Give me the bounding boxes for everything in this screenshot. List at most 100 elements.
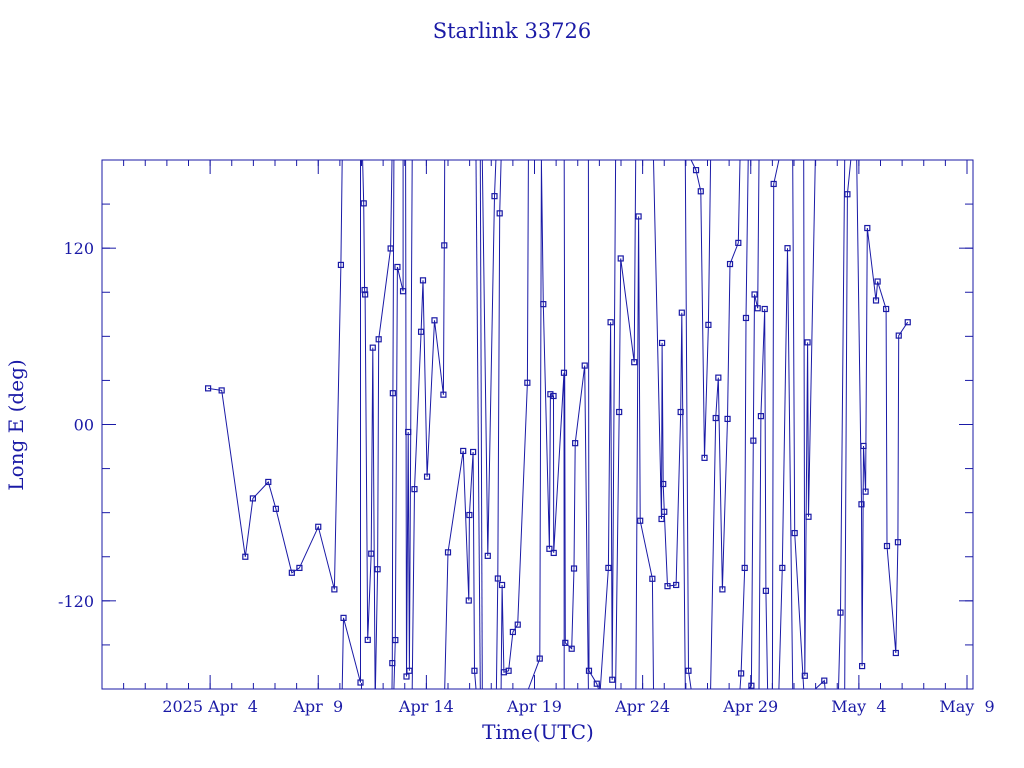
data-point (568, 645, 575, 652)
data-point (661, 508, 668, 515)
data-point (673, 581, 680, 589)
data-point (288, 569, 295, 576)
data-point (440, 391, 447, 398)
data-point (616, 408, 623, 416)
series-line (391, 159, 395, 690)
data-point (547, 391, 554, 398)
data-point (779, 564, 786, 572)
y-tick-label: -120 (58, 592, 94, 611)
data-point (406, 667, 413, 674)
data-point (872, 297, 880, 304)
x-axis-label: Time(UTC) (482, 720, 594, 744)
x-tick-label: May 4 (831, 697, 886, 716)
data-point (784, 245, 791, 252)
data-point (724, 415, 731, 423)
data-point (762, 587, 769, 594)
data-point (593, 680, 600, 687)
data-point (362, 291, 369, 298)
data-point (509, 628, 516, 636)
series-line (563, 159, 589, 690)
series-line (393, 160, 404, 690)
data-point (315, 523, 322, 530)
data-point (770, 180, 777, 188)
data-point (265, 478, 272, 486)
series-line (444, 450, 477, 690)
series-line (362, 159, 376, 690)
data-point (585, 667, 593, 674)
series-line (690, 159, 712, 458)
data-point (701, 454, 708, 461)
data-point (394, 263, 401, 271)
data-point (677, 408, 684, 416)
chart-title: Starlink 33726 (433, 19, 592, 43)
data-point (498, 581, 506, 589)
data-point (705, 321, 712, 328)
data-point (419, 277, 427, 284)
series-line (479, 159, 483, 690)
series-line (739, 159, 749, 690)
data-point (712, 414, 719, 422)
x-tick-label: Apr 19 (506, 697, 562, 716)
data-point (364, 636, 371, 644)
series-line (771, 159, 780, 690)
series-line (778, 248, 794, 690)
data-point (858, 501, 865, 508)
data-point (444, 549, 452, 556)
data-point (337, 261, 345, 269)
data-point (735, 239, 742, 246)
data-point (368, 550, 375, 557)
data-point (692, 167, 700, 174)
series-line (747, 159, 760, 690)
data-point (617, 255, 624, 262)
y-axis-label: Long E (deg) (4, 359, 28, 490)
data-point (524, 379, 531, 386)
data-point (423, 473, 431, 480)
data-point (403, 673, 410, 680)
series-line (856, 159, 909, 667)
series-line (411, 159, 446, 690)
data-point (635, 213, 642, 220)
data-point (357, 679, 364, 686)
data-point (605, 564, 612, 572)
series-line (710, 159, 741, 690)
data-point (874, 278, 881, 285)
data-point (581, 362, 588, 369)
data-point (895, 332, 902, 339)
x-tick-label: Apr 14 (398, 697, 454, 716)
series-line (758, 308, 769, 690)
series-line (803, 159, 816, 676)
data-point (360, 200, 367, 207)
series-line (208, 159, 343, 590)
series-line (481, 159, 497, 556)
data-point (514, 621, 521, 628)
data-point (757, 413, 765, 420)
data-point (649, 575, 656, 582)
data-point (741, 564, 748, 572)
series-line (405, 159, 413, 677)
data-point (761, 305, 768, 313)
data-point (860, 442, 867, 450)
y-tick-label: 120 (63, 239, 94, 258)
x-tick-label: Apr 9 (292, 697, 343, 716)
data-point (750, 437, 757, 444)
data-point (805, 513, 812, 520)
data-point (685, 667, 692, 674)
data-point (536, 655, 543, 662)
data-point (550, 549, 557, 557)
data-point (754, 305, 761, 312)
data-point (405, 428, 412, 436)
data-point (883, 542, 891, 550)
data-point (411, 486, 418, 493)
data-point (340, 614, 347, 621)
data-point (272, 505, 279, 512)
series-line (527, 159, 565, 690)
data-point (389, 660, 396, 667)
series-line (500, 159, 529, 690)
series-line (635, 216, 654, 690)
data-point (658, 339, 666, 347)
data-point (204, 385, 212, 392)
data-point (844, 191, 851, 198)
x-tick-labels: 2025 Apr 4 Apr 9 Apr 14 Apr 19 Apr 24 Apr 29 M… (162, 697, 994, 716)
data-point (505, 667, 512, 674)
data-point (331, 586, 338, 593)
